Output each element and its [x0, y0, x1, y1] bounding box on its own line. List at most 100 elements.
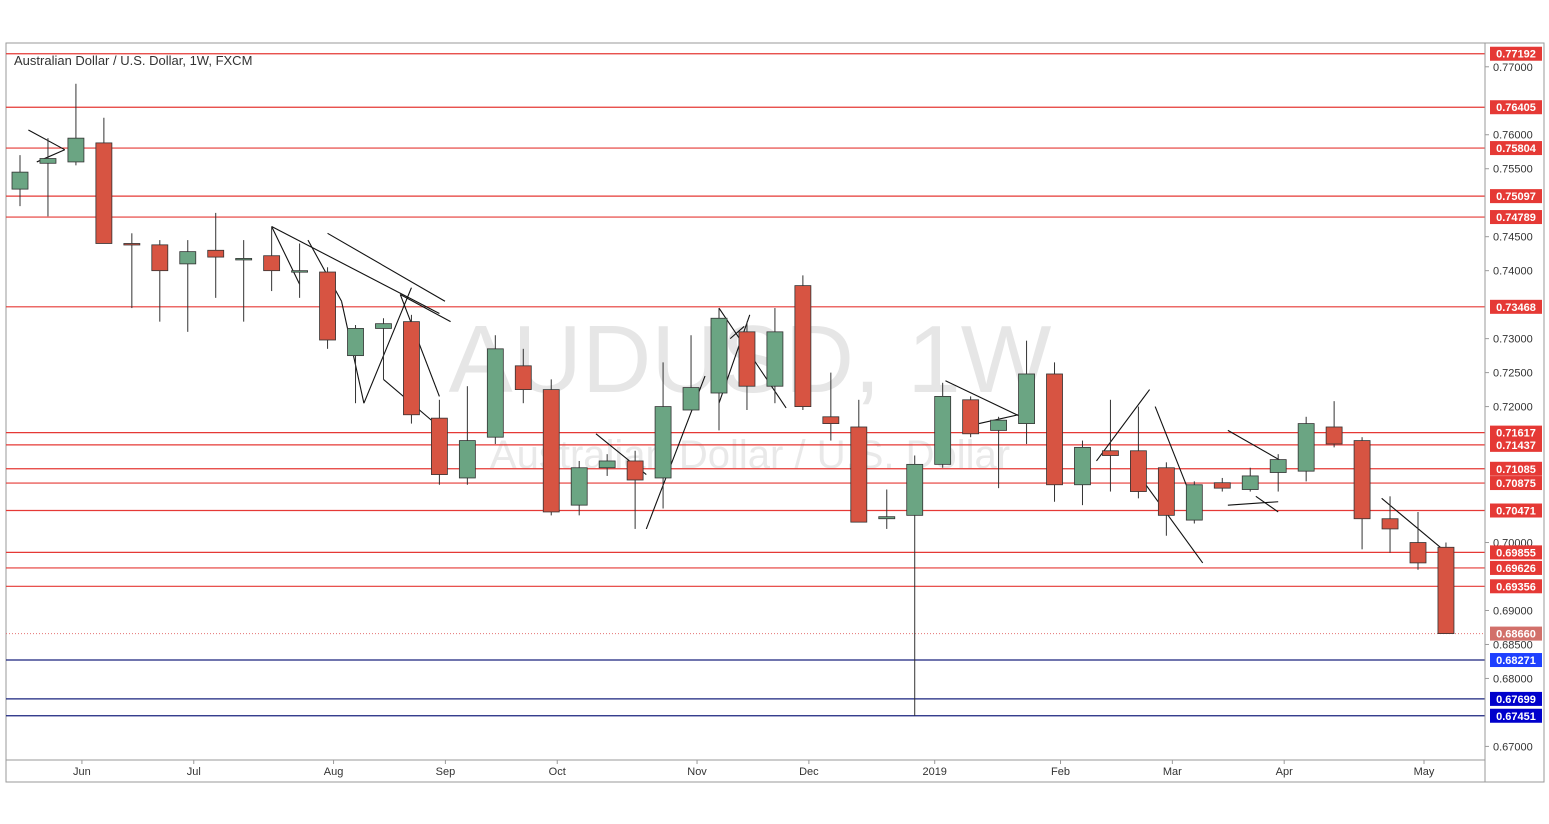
support-price-tag: 0.67451: [1490, 708, 1542, 723]
candle-body: [1157, 467, 1175, 516]
current-price-tag-text: 0.68660: [1496, 629, 1536, 641]
resistance-price-tag-text: 0.74789: [1496, 212, 1536, 224]
trend-line: [1227, 429, 1285, 463]
resistance-price-tag: 0.71617: [1490, 425, 1542, 440]
candle-body: [1074, 446, 1091, 486]
candle: [95, 117, 113, 244]
resistance-price-tag-text: 0.71437: [1496, 440, 1536, 452]
trend-line: [1227, 501, 1279, 506]
resistance-price-tag-text: 0.70875: [1496, 478, 1536, 490]
candle: [1018, 340, 1035, 444]
resistance-price-tag-bg: [1490, 425, 1542, 440]
candle: [1325, 401, 1343, 448]
resistance-price-tag: 0.71437: [1490, 437, 1542, 452]
candle-body: [794, 285, 812, 407]
resistance-price-tag-bg: [1490, 189, 1542, 204]
candle: [794, 275, 812, 410]
candle-body: [458, 440, 476, 479]
price-tick-label: 0.67000: [1493, 741, 1533, 753]
time-tick-label: Apr: [1276, 766, 1293, 778]
resistance-price-tag-bg: [1490, 210, 1542, 225]
candle-body: [1409, 542, 1427, 564]
candle: [1157, 462, 1175, 536]
candle-body: [403, 321, 420, 416]
resistance-price-tag: 0.77192: [1490, 46, 1542, 61]
candle-body: [850, 426, 868, 523]
candle: [962, 396, 980, 438]
levels-layer: [6, 53, 1485, 717]
time-axis[interactable]: Jun Jul Aug Sep Oct Nov Dec 2019 Feb Mar Apr May: [73, 760, 1435, 778]
candle: [291, 243, 309, 298]
time-tick-label: Sep: [436, 766, 456, 778]
candle: [1213, 477, 1231, 492]
resistance-price-tag-text: 0.69626: [1496, 563, 1536, 575]
support-price-tag-text: 0.67451: [1496, 711, 1536, 723]
candle: [1381, 496, 1399, 553]
candle-body: [207, 249, 225, 258]
candle-body: [1241, 475, 1259, 490]
time-tick-label: Feb: [1051, 766, 1070, 778]
trend-line: [1381, 497, 1441, 548]
resistance-price-tag-text: 0.69855: [1496, 547, 1536, 559]
time-tick-label: Nov: [687, 766, 707, 778]
candle-body: [1213, 482, 1231, 489]
resistance-price-tag: 0.75097: [1490, 189, 1542, 204]
candle: [263, 226, 281, 292]
candle: [1297, 416, 1315, 482]
current-price-tag-bg: [1490, 626, 1542, 641]
resistance-price-tag-bg: [1490, 461, 1542, 476]
price-tick-label: 0.74000: [1493, 266, 1533, 278]
chart-title: Australian Dollar / U.S. Dollar, 1W, FXC…: [14, 53, 252, 68]
trend-line: [327, 232, 446, 302]
candle: [235, 240, 253, 322]
resistance-price-tag-text: 0.76405: [1496, 102, 1536, 114]
resistance-price-tag-bg: [1490, 100, 1542, 115]
support-price-tag-text: 0.67699: [1496, 694, 1536, 706]
candle-body: [1381, 518, 1399, 530]
candle-body: [486, 348, 504, 438]
candle: [430, 399, 448, 485]
candle: [1046, 362, 1063, 502]
resistance-price-tag-text: 0.77192: [1496, 49, 1536, 61]
candle-body: [738, 331, 756, 387]
candle-body: [319, 271, 336, 341]
candle-body: [1018, 373, 1035, 424]
current-price-tag: 0.68660: [1490, 626, 1542, 641]
resistance-price-tag-bg: [1490, 476, 1542, 491]
candle-body: [514, 365, 532, 391]
candle: [1269, 454, 1287, 492]
candle: [710, 308, 728, 431]
support-price-tag-bg: [1490, 708, 1542, 723]
trend-line: [271, 226, 301, 285]
candle-body: [1185, 484, 1203, 521]
candle-body: [598, 460, 616, 469]
candle-body: [263, 255, 281, 272]
price-axis[interactable]: 0.77000 0.76000 0.75500 0.74500 0.74000 0.730…: [1485, 62, 1533, 754]
candle-body: [151, 244, 169, 272]
resistance-price-tag-text: 0.71085: [1496, 464, 1536, 476]
resistance-price-tag: 0.71085: [1490, 461, 1542, 476]
candle-body: [291, 270, 309, 273]
candle-body: [962, 399, 980, 435]
candle-body: [11, 171, 29, 190]
price-tick-label: 0.76000: [1493, 130, 1533, 142]
candle: [738, 321, 756, 410]
watermark-description: Australian Dollar / U.S. Dollar: [490, 433, 1010, 477]
candle: [766, 308, 784, 404]
trend-line: [363, 287, 412, 404]
candle-body: [1353, 440, 1371, 520]
resistance-price-tag-bg: [1490, 437, 1542, 452]
resistance-price-tag: 0.69626: [1490, 560, 1542, 575]
resistance-price-tag-text: 0.75804: [1496, 143, 1537, 155]
resistance-price-tag: 0.73468: [1490, 299, 1542, 314]
price-tick-label: 0.77000: [1493, 62, 1533, 74]
resistance-price-tag: 0.76405: [1490, 100, 1542, 115]
candle: [878, 489, 896, 529]
resistance-price-tag-text: 0.71617: [1496, 428, 1536, 440]
candle: [1241, 467, 1259, 492]
candle: [39, 138, 57, 217]
candle: [1353, 437, 1371, 550]
price-tags-layer: 0.77192 0.76405 0.75804 0.75097 0.74789 0.734…: [1490, 46, 1542, 723]
candle-body: [906, 463, 924, 516]
resistance-price-tag: 0.70875: [1490, 476, 1542, 491]
